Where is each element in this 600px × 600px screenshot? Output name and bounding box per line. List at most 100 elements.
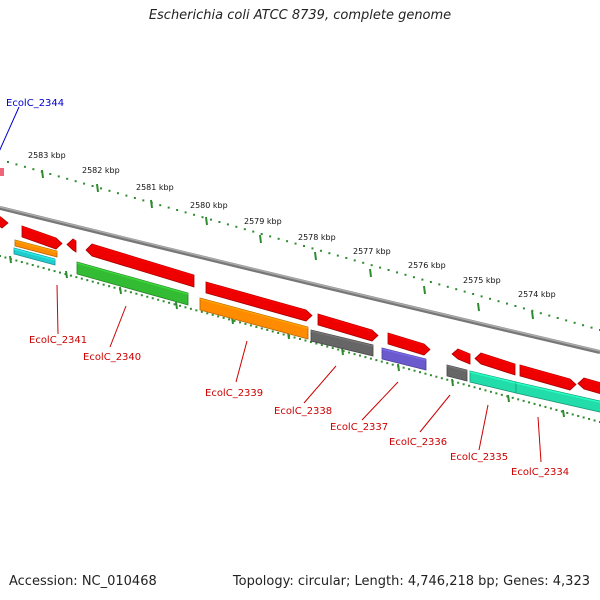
scale-dot <box>23 165 26 168</box>
pink-marker <box>0 168 4 176</box>
scale-dot <box>412 276 415 279</box>
orange-block-highlight <box>14 240 58 253</box>
gene-label-ecolc-2334[interactable]: EcolC_2334 <box>511 467 569 478</box>
scale-tick <box>150 199 153 209</box>
scale-tick-label: 2575 kbp <box>463 276 501 285</box>
inner-scale-dot <box>533 402 536 405</box>
genome-backbone <box>0 206 600 354</box>
orange-block <box>199 297 309 340</box>
scale-tick <box>423 285 426 295</box>
cds-block <box>474 352 516 376</box>
scale-dot <box>133 197 136 199</box>
cds-block <box>205 281 313 322</box>
inner-scale-dot <box>457 381 460 384</box>
scale-dot <box>252 230 255 233</box>
scale-dot <box>497 300 500 303</box>
gene-label-ecolc-2335[interactable]: EcolC_2335 <box>450 452 508 463</box>
inner-scale-dot <box>528 401 531 404</box>
orange-block-highlight <box>199 298 309 329</box>
leader-line <box>537 416 542 463</box>
inner-scale-dot <box>37 265 40 268</box>
inner-scale-dot <box>179 304 181 307</box>
inner-scale-dot <box>408 368 411 371</box>
gene-label-ecolc-2339[interactable]: EcolC_2339 <box>205 388 263 399</box>
inner-scale-tick <box>9 255 12 264</box>
scale-dot <box>286 240 289 243</box>
cds-block <box>0 216 9 229</box>
scale-dot <box>209 218 212 221</box>
genome-summary: Topology: circular; Length: 4,746,218 bp… <box>232 574 590 589</box>
inner-scale-dot <box>489 390 492 393</box>
gene-label-ecolc-2338[interactable]: EcolC_2338 <box>274 406 332 417</box>
inner-scale-tick <box>397 363 400 372</box>
inner-scale-tick <box>451 378 454 387</box>
scale-dot <box>438 283 441 286</box>
inner-scale-dot <box>4 256 7 259</box>
cds-block-highlight <box>519 365 571 381</box>
inner-scale-dot <box>233 319 236 322</box>
scale-dot <box>505 302 508 305</box>
leader-line <box>478 404 489 451</box>
inner-scale-dot <box>271 330 274 333</box>
inner-scale-dot <box>184 306 187 309</box>
scale-dot <box>83 182 86 185</box>
scale-dot <box>429 281 432 283</box>
scale-dot <box>345 257 348 259</box>
scale-dot <box>167 206 170 209</box>
inner-scale-dot <box>59 271 61 274</box>
inner-scale-dot <box>555 408 558 411</box>
scale-dot <box>294 242 297 245</box>
dark-gray-block <box>310 329 374 357</box>
scale-dot <box>100 187 103 190</box>
inner-scale-dot <box>309 341 312 344</box>
inner-scale-dot <box>140 294 143 297</box>
accession-text: Accession: NC_010468 <box>9 574 157 589</box>
leader-line <box>235 340 248 383</box>
inner-scale-dot <box>108 285 111 288</box>
scale-dot <box>15 163 18 166</box>
gene-label-ecolc-2344[interactable]: EcolC_2344 <box>6 98 64 109</box>
inner-scale-dot <box>228 318 231 321</box>
gene-label-ecolc-2341[interactable]: EcolC_2341 <box>29 335 87 346</box>
scale-dot <box>548 314 551 317</box>
scale-dot <box>235 225 238 228</box>
inner-scale-dot <box>42 267 45 270</box>
leader-line <box>0 106 20 151</box>
inner-scale-dot <box>517 398 520 401</box>
scale-dot <box>116 192 119 195</box>
inner-scale-dot <box>304 339 307 342</box>
inner-scale-dot <box>293 336 296 339</box>
gene-label-ecolc-2337[interactable]: EcolC_2337 <box>330 422 388 433</box>
inner-scale-tick <box>341 347 344 356</box>
scale-dot <box>226 223 229 226</box>
inner-scale-dot <box>326 345 329 348</box>
inner-scale-dot <box>206 312 209 315</box>
inner-scale-dot <box>315 342 318 345</box>
inner-scale-dot <box>522 399 525 402</box>
inner-scale-dot <box>375 359 378 362</box>
scale-dot <box>463 290 466 293</box>
scale-tick <box>477 302 480 312</box>
inner-scale-dot <box>560 410 563 413</box>
gene-label-ecolc-2336[interactable]: EcolC_2336 <box>389 437 447 448</box>
gene-features <box>0 168 600 413</box>
cds-block <box>387 332 431 356</box>
scale-dot <box>218 221 221 223</box>
inner-scale-tick <box>175 301 178 310</box>
inner-scale-dot <box>48 268 51 271</box>
inner-scale-dot <box>348 351 351 354</box>
cds-block-highlight <box>21 226 57 240</box>
inner-scale-dot <box>249 324 252 327</box>
cyan-block-highlight <box>13 248 56 261</box>
scale-dot <box>269 235 272 238</box>
inner-scale-dot <box>146 295 149 298</box>
leader-line <box>109 305 127 348</box>
teal-block-highlight <box>469 371 517 384</box>
inner-scale-dot <box>582 416 585 419</box>
footer: Accession: NC_010468 Topology: circular;… <box>0 574 600 592</box>
scale-dot <box>353 259 356 262</box>
inner-scale-dot <box>15 259 18 262</box>
gene-label-ecolc-2340[interactable]: EcolC_2340 <box>83 352 141 363</box>
cds-block <box>66 238 77 253</box>
scale-dot <box>539 312 542 315</box>
